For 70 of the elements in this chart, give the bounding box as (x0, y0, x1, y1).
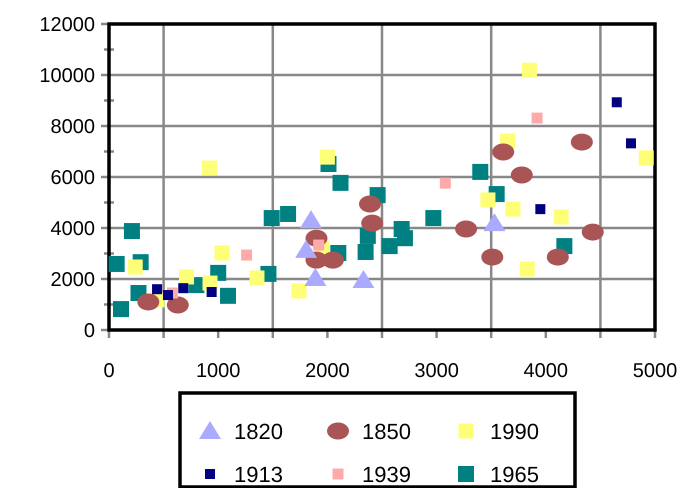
point (358, 244, 374, 260)
point (206, 287, 217, 298)
point (249, 270, 264, 286)
legend-label: 1990 (490, 419, 539, 444)
point (179, 269, 194, 284)
y-tick-label: 0 (84, 320, 95, 342)
point (264, 210, 280, 226)
point (440, 178, 451, 189)
point (128, 260, 143, 275)
point (532, 112, 543, 124)
x-tick-label: 2000 (305, 360, 350, 382)
point (113, 301, 130, 318)
point (455, 220, 478, 238)
point (638, 150, 654, 166)
point (137, 293, 160, 310)
point (220, 288, 236, 304)
legend-label: 1939 (362, 462, 411, 487)
point (280, 206, 296, 222)
x-tick-label: 3000 (414, 360, 459, 382)
point (241, 250, 252, 261)
point (300, 210, 322, 228)
legend-label: 1820 (234, 419, 283, 444)
point (492, 144, 514, 161)
legend-label: 1913 (234, 462, 283, 487)
point (535, 204, 546, 214)
point (522, 62, 537, 78)
point (152, 284, 162, 294)
point (570, 134, 593, 151)
y-tick-label: 4000 (50, 218, 95, 240)
point (425, 210, 442, 226)
point (483, 213, 506, 232)
point (162, 290, 173, 300)
point (612, 97, 622, 108)
legend-label: 1965 (490, 462, 539, 487)
point (480, 192, 496, 208)
y-tick-label: 6000 (50, 167, 95, 189)
y-tick-label: 2000 (50, 269, 95, 291)
point (382, 238, 398, 254)
x-tick-label: 0 (103, 360, 115, 382)
y-tick-label: 12000 (39, 14, 95, 36)
point (396, 230, 413, 246)
point (472, 164, 488, 180)
point (506, 202, 521, 217)
point (124, 223, 140, 240)
point (214, 245, 230, 260)
point (166, 296, 189, 314)
point (546, 248, 569, 266)
point (520, 262, 535, 277)
point (108, 256, 125, 272)
x-tick-label: 1000 (196, 360, 240, 382)
point (352, 270, 374, 288)
point (361, 214, 384, 232)
point (582, 224, 604, 241)
x-tick-label: 4000 (524, 360, 568, 382)
point (292, 283, 307, 298)
legend-label: 1850 (362, 419, 411, 444)
point (178, 283, 188, 294)
point (554, 210, 569, 225)
y-tick-label: 8000 (50, 116, 95, 138)
point (332, 174, 349, 191)
point (295, 240, 318, 258)
x-tick-label: 5000 (632, 360, 678, 382)
point (626, 138, 636, 148)
y-tick-label: 10000 (39, 65, 95, 87)
point (481, 248, 504, 266)
point (202, 160, 217, 176)
point (358, 196, 381, 213)
point (304, 268, 326, 286)
point (510, 166, 533, 184)
point (320, 150, 335, 165)
